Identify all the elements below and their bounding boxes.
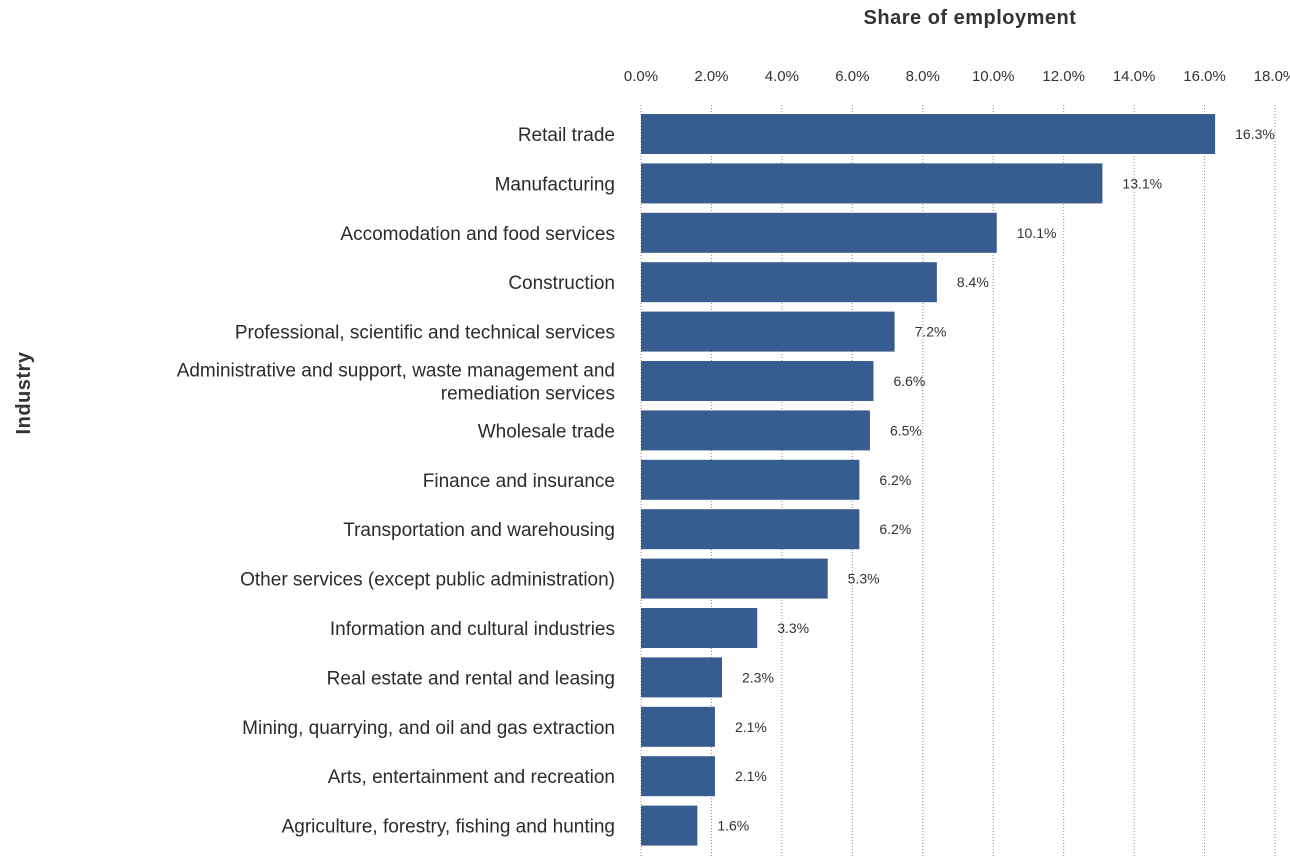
x-tick-label: 4.0% — [765, 68, 799, 85]
bar — [641, 805, 698, 846]
data-label: 13.1% — [1122, 175, 1162, 191]
data-label: 2.1% — [735, 768, 767, 784]
category-label: Construction — [508, 273, 615, 294]
category-label: Mining, quarrying, and oil and gas extra… — [242, 718, 615, 739]
category-label: Information and cultural industries — [330, 619, 615, 640]
x-tick-label: 16.0% — [1183, 68, 1226, 85]
bars — [641, 114, 1216, 846]
x-axis-ticks: 0.0% 2.0% 4.0% 6.0% 8.0% 10.0% 12.0% 14.0% 16.0%… — [624, 68, 1290, 85]
bar — [641, 361, 874, 401]
bar — [641, 114, 1216, 154]
data-label: 3.3% — [777, 620, 809, 636]
bar — [641, 459, 860, 500]
x-tick-label: 14.0% — [1113, 68, 1156, 85]
data-label: 2.3% — [742, 669, 774, 685]
bar — [641, 558, 828, 599]
data-label: 6.6% — [893, 373, 925, 389]
bar — [641, 262, 937, 303]
category-label: Retail trade — [518, 125, 615, 146]
x-tick-label: 0.0% — [624, 68, 658, 85]
y-axis-title: Industry — [13, 351, 35, 434]
category-label: Agriculture, forestry, fishing and hunti… — [282, 817, 615, 838]
data-label: 6.2% — [879, 472, 911, 488]
x-tick-label: 18.0% — [1254, 68, 1290, 85]
category-labels: Retail trade Manufacturing Accomodation an… — [177, 125, 615, 838]
bar — [641, 706, 715, 747]
data-label: 6.5% — [890, 422, 922, 438]
data-label: 6.2% — [879, 521, 911, 537]
data-label: 8.4% — [957, 274, 989, 290]
bar — [641, 212, 997, 253]
category-label: Arts, entertainment and recreation — [328, 767, 615, 788]
category-label: Manufacturing — [495, 174, 615, 195]
x-tick-label: 6.0% — [835, 68, 869, 85]
category-label: Professional, scientific and technical s… — [235, 323, 615, 344]
x-tick-label: 2.0% — [694, 68, 728, 85]
category-label: Finance and insurance — [423, 471, 615, 492]
x-tick-label: 8.0% — [906, 68, 940, 85]
bar — [641, 608, 758, 648]
bar — [641, 756, 715, 797]
bar — [641, 410, 870, 451]
data-labels: 16.3% 13.1% 10.1% 8.4% 7.2% 6.6% 6.5% 6.2% 6.2% 5… — [717, 126, 1274, 834]
category-label: Transportation and warehousing — [343, 520, 615, 541]
x-tick-label: 12.0% — [1042, 68, 1085, 85]
data-label: 5.3% — [848, 571, 880, 587]
category-label: Other services (except public administra… — [240, 570, 615, 591]
category-label: Real estate and rental and leasing — [327, 668, 615, 689]
category-label: Wholesale trade — [478, 421, 615, 442]
x-tick-label: 10.0% — [972, 68, 1015, 85]
category-label: Administrative and support, waste manage… — [177, 361, 615, 405]
data-label: 16.3% — [1235, 126, 1275, 142]
bar — [641, 509, 860, 550]
data-label: 1.6% — [717, 818, 749, 834]
data-label: 10.1% — [1017, 225, 1057, 241]
category-label: Accomodation and food services — [340, 224, 615, 245]
data-label: 7.2% — [915, 324, 947, 340]
bar — [641, 311, 895, 352]
x-axis-title: Share of employment — [864, 7, 1077, 29]
bar — [641, 657, 723, 698]
bar — [641, 163, 1103, 204]
data-label: 2.1% — [735, 719, 767, 735]
